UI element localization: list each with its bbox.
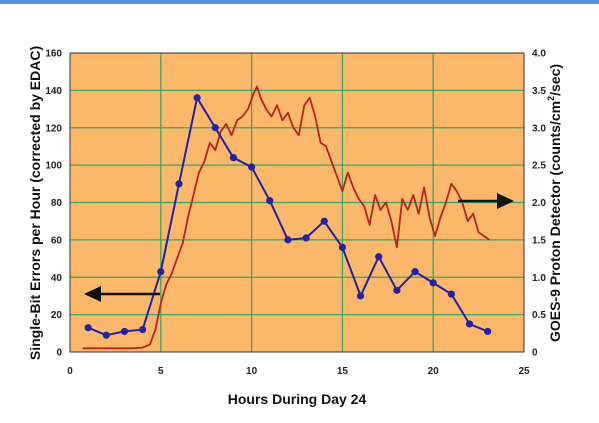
x-tick-label: 20	[428, 366, 440, 377]
right-tick-label: 2.5	[532, 161, 546, 172]
x-tick-label: 5	[158, 366, 164, 377]
right-tick-label: 3.0	[532, 123, 546, 134]
left-tick-label: 20	[51, 310, 63, 321]
left-axis-title: Single-Bit Errors per Hour (corrected by…	[27, 46, 43, 360]
errors-point	[266, 197, 274, 205]
right-tick-label: 1.5	[532, 235, 546, 246]
errors-point	[393, 286, 401, 294]
right-tick-label: 0.5	[532, 310, 546, 321]
errors-point	[484, 327, 492, 336]
right-axis-title-superscript: 2	[546, 96, 556, 101]
right-tick-label: 2.0	[532, 198, 546, 209]
x-axis-title: Hours During Day 24	[228, 391, 367, 407]
x-tick-label: 0	[67, 366, 73, 377]
left-tick-label: 140	[45, 86, 62, 97]
left-tick-label: 40	[51, 273, 63, 284]
x-axis-ticks: 0 5 10 15 20 25	[67, 366, 530, 377]
left-tick-label: 0	[56, 348, 62, 359]
left-tick-label: 160	[45, 49, 62, 60]
right-axis-ticks: 0 0.5 1.0 1.5 2.0 2.5 3.0 3.5 4.0	[532, 49, 546, 359]
right-axis-title-end: /sec)	[547, 64, 563, 96]
errors-point	[193, 94, 201, 102]
errors-point	[211, 124, 219, 132]
errors-point	[139, 325, 147, 334]
errors-point	[320, 217, 328, 225]
errors-point	[229, 154, 238, 162]
proton-series	[82, 85, 491, 350]
errors-point	[175, 180, 183, 188]
errors-point	[84, 324, 92, 332]
errors-point	[356, 292, 365, 300]
grid-lines	[70, 53, 524, 352]
left-tick-label: 100	[45, 161, 62, 172]
errors-point	[447, 290, 455, 298]
right-tick-label: 3.5	[532, 86, 546, 97]
errors-point	[248, 163, 256, 171]
right-axis-title-main: GOES-9 Proton Detector (counts/cm	[547, 101, 563, 342]
errors-point	[102, 331, 110, 339]
left-tick-label: 60	[51, 235, 63, 246]
errors-point	[302, 234, 310, 242]
errors-point	[120, 327, 129, 336]
right-axis-title: GOES-9 Proton Detector (counts/cm2/sec)	[546, 64, 563, 342]
plot-area-frame	[69, 52, 525, 353]
top-accent-rule	[0, 0, 599, 4]
errors-point	[411, 268, 419, 276]
x-tick-label: 15	[337, 366, 349, 377]
errors-point	[157, 268, 165, 276]
left-pointing-arrow-head	[84, 286, 101, 302]
errors-point	[284, 236, 292, 244]
x-tick-label: 10	[246, 366, 258, 377]
left-tick-label: 80	[51, 198, 63, 209]
right-tick-label: 0	[532, 348, 538, 359]
errors-series	[84, 94, 492, 339]
errors-point	[375, 253, 383, 261]
left-axis-ticks: 0 20 40 60 80 100 120 140 160	[45, 49, 62, 359]
right-tick-label: 1.0	[532, 273, 546, 284]
right-tick-label: 4.0	[532, 49, 546, 60]
left-tick-label: 120	[45, 123, 62, 134]
errors-point	[429, 279, 437, 287]
errors-point	[338, 243, 346, 251]
proton-line	[82, 85, 491, 350]
right-pointing-arrow-head	[497, 193, 514, 209]
x-tick-label: 25	[518, 366, 530, 377]
errors-point	[465, 320, 474, 328]
